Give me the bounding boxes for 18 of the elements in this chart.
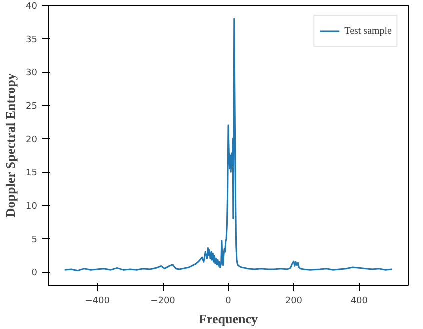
y-tick-label: 25 xyxy=(26,102,38,112)
line-series xyxy=(64,18,393,272)
x-tick-label: −200 xyxy=(150,296,176,306)
x-tick-label: 200 xyxy=(285,296,303,306)
legend-label: Test sample xyxy=(344,26,392,36)
y-tick-label: 0 xyxy=(32,268,38,279)
x-tick-label: 0 xyxy=(226,296,232,306)
x-tick-label: 400 xyxy=(350,296,368,306)
x-tick-label: −400 xyxy=(85,296,110,306)
y-tick-label: 10 xyxy=(26,202,38,212)
y-tick-label: 35 xyxy=(26,35,38,46)
x-axis-title: Frequency xyxy=(199,312,258,326)
y-axis-title: Doppler Spectral Entropy xyxy=(3,73,18,218)
y-tick-label: 30 xyxy=(26,68,38,79)
y-tick-label: 15 xyxy=(26,168,38,179)
y-tick-label: 20 xyxy=(26,135,38,146)
y-tick-label: 5 xyxy=(32,235,38,246)
y-tick-label: 40 xyxy=(26,2,38,12)
